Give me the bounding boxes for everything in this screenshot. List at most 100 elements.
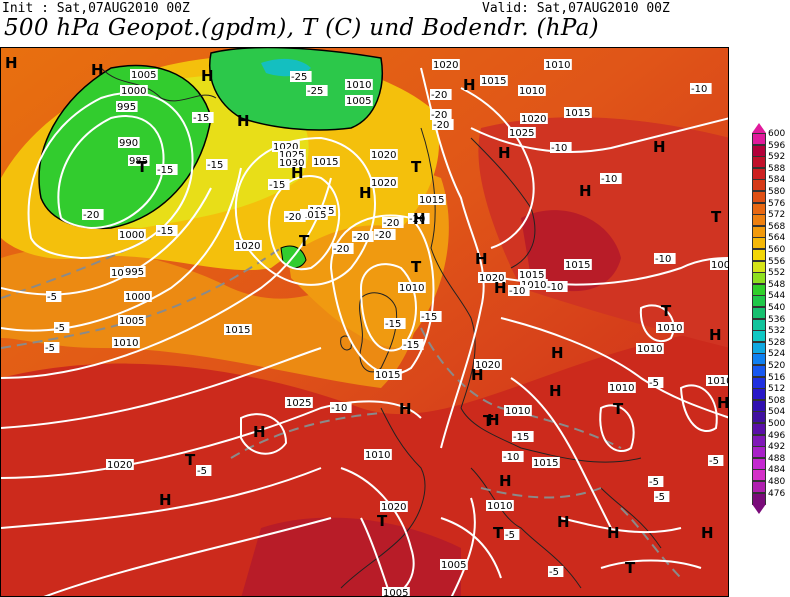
temperature-label-box: [330, 402, 352, 413]
temperature-label-box: [156, 164, 178, 175]
temperature-label: -10: [509, 286, 525, 297]
high-pressure-symbol: H: [709, 326, 722, 344]
pressure-label: 1015: [419, 195, 444, 206]
pressure-label: 1015: [225, 325, 250, 336]
colorbar-swatch: [752, 353, 766, 366]
temperature-label: -15: [513, 432, 529, 443]
colorbar-label: 520: [768, 361, 786, 371]
temperature-label: -20: [285, 212, 301, 223]
temperature-label-box: [654, 253, 676, 264]
pressure-label-box: [110, 267, 138, 278]
weather-map-canvas: 1005100099599098510001005102010151015101…: [1, 48, 729, 596]
colorbar-label: 492: [768, 442, 786, 453]
temperature-label-box: [268, 179, 290, 190]
colorbar-swatch: [752, 225, 766, 238]
colorbar-swatch: [752, 330, 766, 343]
temperature-label: -10: [331, 403, 347, 414]
pressure-label: 990: [119, 138, 138, 149]
pressure-label: 1015: [565, 260, 590, 271]
colorbar-swatch: [752, 202, 766, 215]
colorbar-swatch: [752, 318, 766, 331]
temperature-label: -20: [375, 230, 391, 241]
colorbar-swatch: [752, 481, 766, 493]
temperature-label-box: [332, 243, 354, 254]
temperature-label: -20: [83, 210, 99, 221]
pressure-label: 1015: [533, 458, 558, 469]
temperature-label: -15: [385, 319, 401, 330]
pressure-label: 1020: [479, 273, 504, 284]
pressure-label: 1020: [521, 114, 546, 125]
pressure-label-group: 1005100099599098510001005102010151015101…: [106, 59, 729, 596]
pressure-label: 1020: [381, 502, 406, 513]
high-pressure-symbol: H: [653, 138, 666, 156]
colorbar-swatch: [752, 283, 766, 296]
pressure-label-box: [480, 75, 508, 86]
temperature-label: -10: [551, 143, 567, 154]
pressure-label-box: [128, 155, 150, 166]
pressure-label: 1005: [441, 560, 466, 571]
colorbar: [752, 133, 766, 505]
colorbar-swatch: [752, 260, 766, 273]
high-pressure-symbol: H: [717, 394, 729, 412]
pressure-label: 1005: [131, 70, 156, 81]
temperature-label-box: [408, 213, 430, 224]
pressure-label-box: [398, 282, 426, 293]
temperature-label-box: [502, 451, 524, 462]
colorbar-swatch: [752, 237, 766, 250]
pressure-label-box: [234, 240, 262, 251]
temperature-label: -20: [433, 120, 449, 131]
low-pressure-symbol: T: [411, 258, 422, 276]
pressure-label-box: [656, 322, 684, 333]
temperature-label: -5: [709, 456, 719, 467]
pressure-label-box: [382, 587, 410, 596]
colorbar-label: 576: [768, 198, 786, 209]
pressure-label-box: [124, 291, 152, 302]
colorbar-label: 524: [768, 349, 786, 360]
pressure-label: 1005: [119, 316, 144, 327]
pressure-label-box: [564, 259, 592, 270]
pressure-label-box: [370, 177, 398, 188]
pressure-label: 1005: [111, 268, 136, 279]
pressure-label: 1005: [346, 96, 371, 107]
low-pressure-symbol: T: [613, 400, 624, 418]
colorbar-label: 504: [768, 407, 786, 418]
pressure-label: 1020: [475, 360, 500, 371]
pressure-label-box: [285, 397, 313, 408]
pressure-label: 1020: [433, 60, 458, 71]
pressure-label: 1010: [707, 376, 729, 387]
pressure-label: 1010: [113, 338, 138, 349]
temperature-label: -5: [55, 323, 65, 334]
temperature-label-box: [648, 476, 664, 487]
temperature-label: -20: [353, 232, 369, 243]
colorbar-swatch: [752, 341, 766, 354]
pressure-label-box: [118, 229, 146, 240]
temperature-label-box: [82, 209, 104, 220]
temperature-label-box: [504, 529, 520, 540]
colorbar-label: 568: [768, 221, 786, 232]
pressure-label: 1025: [279, 150, 304, 161]
pressure-label: 995: [125, 267, 144, 278]
temperature-label-box: [284, 211, 306, 222]
colorbar-swatch: [752, 388, 766, 401]
pressure-label-box: [520, 279, 548, 290]
high-pressure-symbol: H: [607, 524, 620, 542]
temperature-label: -10: [547, 282, 563, 293]
colorbar-swatch: [752, 249, 766, 261]
colorbar-label: 480: [768, 477, 786, 487]
pressure-label-box: [345, 95, 373, 106]
pressure-label: 1010: [519, 86, 544, 97]
temperature-label-box: [306, 85, 328, 96]
colorbar-label: 596: [768, 140, 786, 151]
pressure-label: 1010: [521, 280, 546, 291]
pressure-label: 1010: [346, 80, 371, 91]
colorbar-label: 536: [768, 314, 786, 325]
colorbar-label: 548: [768, 279, 786, 290]
temperature-label: -20: [383, 218, 399, 229]
pressure-label: 1015: [565, 108, 590, 119]
temperature-label-box: [508, 285, 530, 296]
field-hot-core-south: [241, 517, 461, 596]
pressure-label-box: [486, 500, 514, 511]
colorbar-label: 552: [768, 268, 786, 279]
colorbar-label: 572: [768, 210, 786, 221]
temperature-label-box: [430, 109, 452, 120]
